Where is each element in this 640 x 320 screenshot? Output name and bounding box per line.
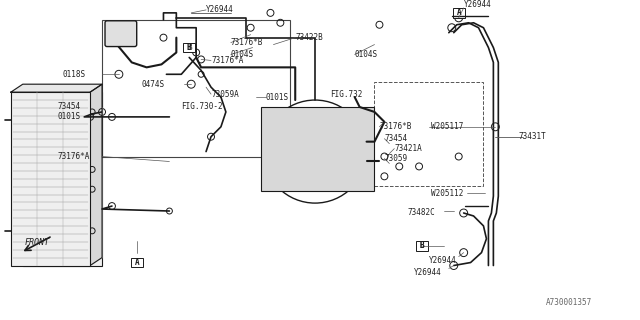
Text: FIG.730-2: FIG.730-2: [181, 102, 223, 111]
Text: 0101S: 0101S: [266, 92, 289, 101]
Text: 73431T: 73431T: [518, 132, 546, 141]
Text: 0104S: 0104S: [231, 50, 254, 59]
Text: 73176*B: 73176*B: [231, 38, 263, 47]
Text: A: A: [456, 8, 461, 17]
FancyBboxPatch shape: [105, 21, 137, 46]
Bar: [183, 43, 195, 52]
Text: 73422B: 73422B: [295, 33, 323, 42]
Bar: [452, 8, 465, 18]
Text: Y26944: Y26944: [429, 256, 457, 265]
Text: 0104S: 0104S: [355, 50, 378, 59]
Polygon shape: [11, 84, 102, 92]
Polygon shape: [90, 84, 102, 266]
Text: 73421A: 73421A: [394, 144, 422, 153]
Text: 73059: 73059: [385, 154, 408, 163]
Text: B: B: [187, 43, 191, 52]
Text: B: B: [187, 43, 191, 52]
Bar: [23, 92, 102, 266]
Bar: [131, 258, 143, 268]
Bar: [11, 92, 90, 266]
Text: 0474S: 0474S: [141, 80, 164, 89]
Text: FRONT: FRONT: [25, 238, 50, 247]
Text: 0118S: 0118S: [63, 70, 86, 79]
Bar: [260, 107, 374, 191]
Bar: [102, 20, 291, 156]
Text: A: A: [134, 258, 139, 267]
Text: Y26944: Y26944: [206, 5, 234, 14]
Text: 73176*B: 73176*B: [380, 122, 412, 131]
Text: Y26944: Y26944: [414, 268, 442, 277]
Text: W205117: W205117: [431, 122, 463, 131]
Text: B: B: [420, 241, 424, 250]
Text: B: B: [420, 241, 424, 250]
Text: 73454: 73454: [58, 102, 81, 111]
Text: 0101S: 0101S: [58, 112, 81, 121]
Bar: [416, 241, 428, 251]
Text: 73059A: 73059A: [211, 90, 239, 99]
Text: 73454: 73454: [385, 134, 408, 143]
Text: W205112: W205112: [431, 189, 463, 198]
Text: 73482C: 73482C: [407, 209, 435, 218]
Text: A730001357: A730001357: [546, 298, 592, 307]
Text: Y26944: Y26944: [463, 0, 492, 10]
Circle shape: [302, 139, 328, 164]
Text: 73176*A: 73176*A: [58, 152, 90, 161]
Text: 73176*A: 73176*A: [211, 56, 243, 65]
Text: FIG.732: FIG.732: [330, 90, 362, 99]
Bar: [374, 82, 483, 186]
